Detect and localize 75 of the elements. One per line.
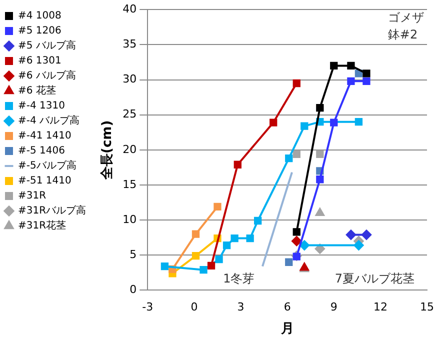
- point: [270, 118, 278, 126]
- point: [214, 202, 222, 211]
- x-tick-label: 6: [284, 300, 291, 314]
- point: [316, 150, 324, 158]
- point: [347, 77, 355, 85]
- point: [354, 70, 363, 78]
- legend-label: #31Rバルブ高: [18, 204, 86, 217]
- point: [330, 118, 338, 126]
- x-axis-title: 月: [280, 322, 294, 337]
- x-tick-label: 9: [330, 300, 338, 314]
- point: [246, 234, 254, 242]
- point: [192, 230, 200, 238]
- y-tick-label: 40: [122, 2, 137, 16]
- y-tick-label: 10: [122, 212, 137, 226]
- point: [192, 252, 200, 260]
- annotation: 鉢#2: [388, 27, 418, 42]
- y-tick-label: 25: [122, 108, 137, 121]
- point: [234, 160, 242, 168]
- point: [254, 216, 262, 225]
- point: [200, 266, 208, 274]
- point: [330, 62, 338, 70]
- point: [362, 77, 370, 85]
- y-tick-label: 5: [130, 248, 137, 261]
- point: [285, 258, 293, 266]
- legend-label: #-41 1410: [18, 130, 72, 142]
- x-tick-label: 3: [237, 300, 244, 314]
- point: [354, 118, 363, 126]
- x-tick-label: 15: [420, 300, 434, 314]
- point: [316, 104, 324, 112]
- legend-label: #6 バルブ高: [18, 70, 76, 82]
- point: [300, 122, 308, 130]
- point: [347, 62, 355, 70]
- point: [346, 230, 356, 240]
- point: [316, 176, 324, 184]
- point: [215, 256, 223, 264]
- legend-label: #-4 1310: [18, 100, 65, 112]
- legend-label: #31R花茎: [18, 220, 66, 232]
- y-axis-title: 全長(cm): [100, 120, 116, 180]
- legend-label: #6 花茎: [18, 84, 56, 97]
- y-tick-label: 0: [130, 283, 137, 296]
- x-tick-label: -3: [142, 300, 154, 314]
- legend-label: #-51 1410: [18, 176, 72, 187]
- point: [315, 208, 324, 216]
- annotation: 7夏バルブ花茎: [334, 271, 414, 286]
- point: [207, 262, 216, 270]
- annotation: 1冬芽: [223, 271, 255, 286]
- point: [292, 228, 300, 236]
- point: [314, 244, 325, 254]
- legend-label: #6 1301: [18, 56, 62, 67]
- point: [292, 252, 300, 260]
- legend-label: #-5 1406: [18, 146, 65, 157]
- point: [285, 154, 293, 162]
- y-tick-label: 35: [122, 38, 137, 51]
- legend-label: #-5バルブ高: [18, 160, 76, 172]
- legend-label: #5 1206: [18, 26, 62, 37]
- point: [299, 240, 310, 250]
- y-tick-label: 15: [122, 178, 137, 191]
- x-tick-label: 0: [190, 300, 198, 314]
- y-tick-label: 20: [122, 142, 137, 156]
- point: [292, 236, 302, 246]
- legend-label: #5 バルブ高: [18, 40, 76, 52]
- x-tick-label: 12: [373, 300, 388, 314]
- point: [362, 70, 370, 78]
- point: [230, 234, 238, 242]
- annotation: ゴメザ: [388, 10, 424, 25]
- legend-label: #4 1008: [18, 10, 62, 22]
- point: [222, 241, 231, 250]
- point: [354, 240, 364, 250]
- y-tick-label: 30: [122, 72, 137, 86]
- legend-label: #31R: [18, 190, 46, 202]
- point: [361, 230, 372, 240]
- point: [292, 150, 300, 158]
- point: [292, 79, 300, 88]
- legend-label: #-4 バルブ高: [18, 114, 80, 127]
- point: [160, 262, 169, 270]
